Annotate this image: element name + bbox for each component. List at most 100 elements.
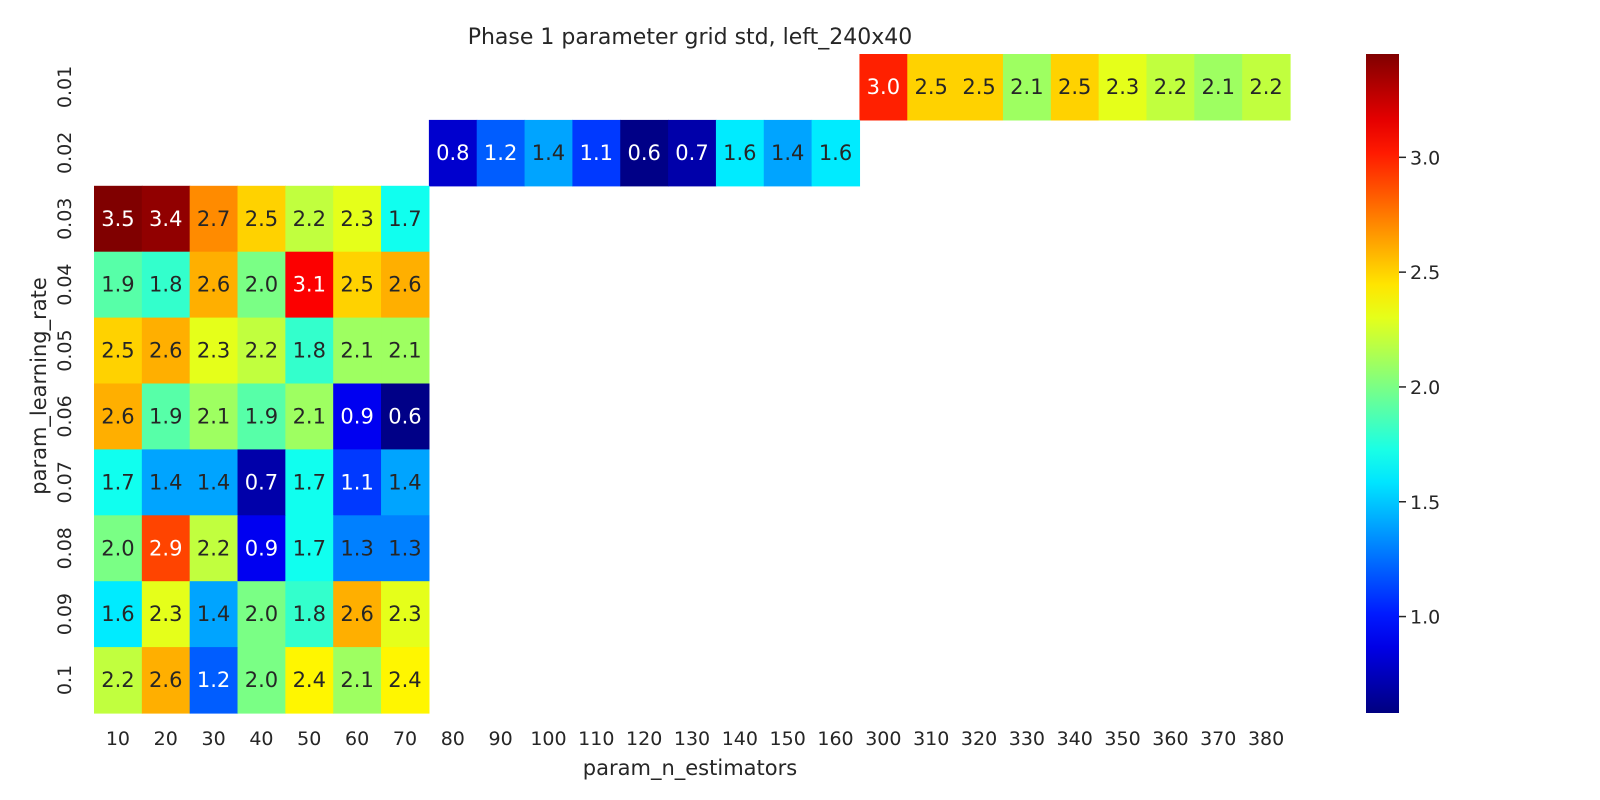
cell-value-label: 1.7 [101,470,134,494]
colorbar-tick-label: 2.5 [1410,262,1440,284]
heatmap-cell [955,54,1004,121]
cell-value-label: 2.5 [914,75,947,99]
heatmap-cell [811,119,861,187]
cell-value-label: 2.6 [149,668,182,692]
heatmap-cell [237,317,286,385]
cell-value-label: 1.6 [101,602,134,626]
heatmap-cell [763,119,813,187]
heatmap-cell [141,317,191,385]
cell-value-label: 3.5 [101,207,134,231]
heatmap-cell [428,119,478,187]
cell-value-label: 1.8 [149,273,182,297]
heatmap-cell [237,647,286,714]
cell-value-label: 2.2 [1249,75,1282,99]
x-tick-label: 60 [345,728,369,750]
heatmap-cell [141,647,191,714]
cell-value-label: 2.5 [245,207,278,231]
cell-value-label: 1.7 [293,470,326,494]
cell-value-label: 1.4 [197,470,230,494]
heatmap-cell [189,317,239,385]
x-tick-label: 10 [106,728,130,750]
colorbar-tick-label: 1.0 [1410,607,1440,629]
heatmap-cell [381,251,430,319]
cell-value-label: 0.6 [388,404,421,428]
x-tick-label: 380 [1248,728,1284,750]
heatmap-cell [141,383,191,450]
cell-value-label: 3.1 [293,273,326,297]
heatmap-cell [94,449,143,516]
cell-value-label: 2.5 [340,273,373,297]
x-tick-labels: 10 20 30 40 50 60 70 80 90 100 110 120 130 140 150 160 3… [106,728,1284,750]
x-tick-label: 150 [770,728,806,750]
cell-value-label: 1.1 [580,141,613,165]
cell-value-label: 1.3 [388,536,421,560]
cell-value-label: 1.6 [723,141,756,165]
heatmap-cell [189,251,239,319]
heatmap-cell [1242,54,1291,121]
x-tick-label: 370 [1200,728,1236,750]
heatmap-cell [333,317,382,385]
cell-value-label: 2.1 [340,668,373,692]
cell-value-label: 1.2 [197,668,230,692]
heatmap-cell [381,581,430,648]
cell-value-label: 1.6 [819,141,852,165]
cell-value-label: 1.3 [340,536,373,560]
heatmap-cell [94,317,143,385]
heatmap-cell [333,581,382,648]
x-tick-label: 30 [202,728,226,750]
cell-value-label: 2.1 [1202,75,1235,99]
cell-value-label: 0.6 [627,141,660,165]
heatmap-cell [1194,54,1243,121]
cell-value-label: 2.5 [962,75,995,99]
heatmap-cell [189,581,239,648]
heatmap-cell [285,185,334,253]
x-tick-label: 130 [674,728,710,750]
cell-value-label: 2.0 [245,273,278,297]
cell-value-label: 1.9 [101,273,134,297]
heatmap-cell [94,251,143,319]
cell-value-label: 1.7 [388,207,421,231]
heatmap-cell [333,647,382,714]
heatmap-cell [381,449,430,516]
heatmap-cell [285,383,334,450]
heatmap-cell [1050,54,1100,121]
heatmap-cell [620,119,669,187]
colorbar [1366,54,1399,713]
cell-value-label: 1.7 [293,536,326,560]
heatmap-cell [285,515,334,582]
colorbar-tick-label: 1.5 [1410,492,1440,514]
y-tick-label: 0.01 [54,66,76,108]
x-tick-label: 320 [961,728,997,750]
cell-value-label: 2.2 [293,207,326,231]
cell-value-label: 2.7 [197,207,230,231]
y-tick-label: 0.05 [54,329,76,371]
heatmap-cell [237,383,286,450]
heatmap-cell [237,251,286,319]
heatmap-cell [1002,54,1052,121]
heatmap-cell [94,581,143,648]
colorbar-ticks: 1.0 1.5 2.0 2.5 3.0 [1399,147,1440,629]
x-tick-label: 40 [249,728,273,750]
heatmap-cell [524,119,573,187]
cell-value-label: 3.4 [149,207,182,231]
x-tick-label: 310 [913,728,949,750]
y-tick-label: 0.04 [54,263,76,305]
x-tick-label: 330 [1009,728,1045,750]
heatmap-cells: 3.0 2.5 2.5 2.1 2.5 2.3 2.2 2.1 2.2 0.8 1.2 1.4 1.1 0… [94,54,1291,714]
x-tick-label: 50 [297,728,321,750]
heatmap-cell [381,185,430,253]
heatmap-cell [189,185,239,253]
y-tick-label: 0.03 [54,198,76,240]
heatmap-cell [141,515,191,582]
x-tick-label: 140 [722,728,758,750]
heatmap-cell [94,647,143,714]
heatmap-cell [381,515,430,582]
chart-title: Phase 1 parameter grid std, left_240x40 [468,25,913,50]
heatmap-cell [1146,54,1195,121]
x-tick-label: 340 [1057,728,1093,750]
cell-value-label: 1.9 [245,404,278,428]
heatmap-cell [859,54,908,121]
cell-value-label: 2.1 [340,339,373,363]
heatmap-cell [381,383,430,450]
heatmap-cell [94,383,143,450]
